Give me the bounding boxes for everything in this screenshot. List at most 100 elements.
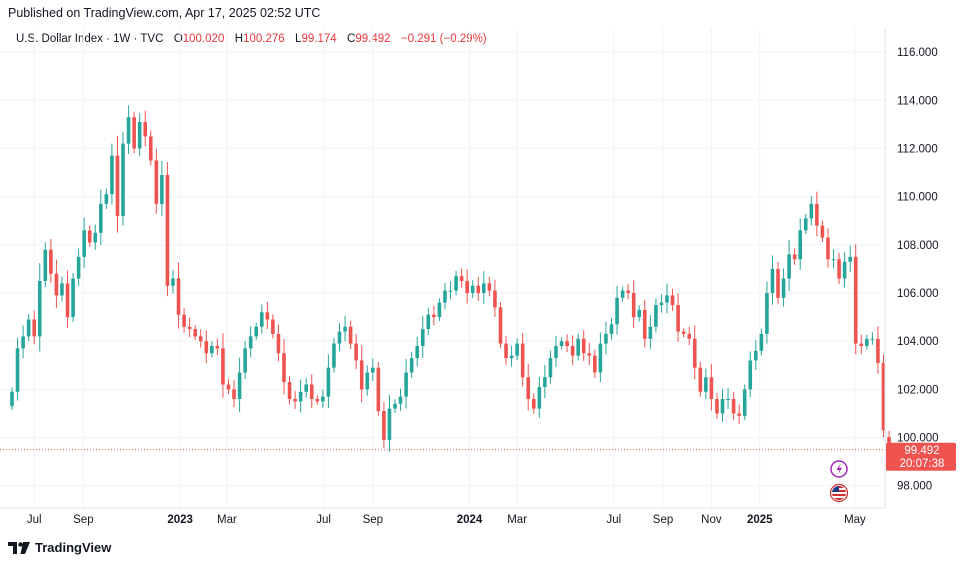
candle-body-down: [826, 237, 830, 260]
candle-body-down: [143, 121, 148, 137]
candle-body-down: [215, 346, 220, 349]
candle: [259, 304, 264, 334]
candle: [60, 276, 64, 302]
candle: [387, 395, 392, 452]
candle-body-up: [615, 297, 619, 325]
candle: [559, 337, 564, 350]
event-markers[interactable]: [829, 460, 849, 503]
candle-body-down: [154, 160, 159, 204]
candle: [709, 364, 714, 411]
candle: [226, 379, 231, 395]
candle: [631, 280, 636, 329]
candle: [648, 314, 653, 350]
candle: [715, 392, 719, 419]
candle-body-up: [831, 259, 836, 261]
candle: [82, 217, 86, 269]
candle-body-down: [148, 136, 153, 161]
candle: [43, 242, 48, 288]
dividend-event-icon[interactable]: [830, 460, 848, 478]
last-price-label: 99.492: [904, 445, 939, 457]
candle: [853, 244, 858, 355]
tradingview-logo-icon: [8, 541, 30, 554]
candle-body-up: [60, 283, 64, 296]
candle-body-down: [504, 343, 508, 359]
candle-body-up: [870, 338, 875, 340]
candle: [404, 359, 408, 409]
candle-body-up: [332, 343, 336, 368]
candle: [609, 317, 614, 340]
candle-body-up: [770, 268, 775, 293]
candle: [692, 325, 697, 380]
candle-body-up: [337, 331, 342, 344]
candle: [176, 262, 181, 329]
candle: [698, 361, 703, 397]
candle: [15, 338, 20, 401]
candle: [432, 305, 436, 326]
price-axis[interactable]: 116.000 114.000 112.000 110.000 108.000 106.0…: [897, 47, 939, 493]
candle: [393, 399, 397, 413]
candle: [315, 395, 320, 405]
candle-body-up: [254, 326, 259, 337]
candle-body-up: [371, 367, 375, 373]
candle: [759, 328, 764, 356]
published-caption: Published on TradingView.com, Apr 17, 20…: [8, 6, 321, 20]
candle: [487, 277, 492, 297]
candle: [876, 326, 880, 374]
candle-body-up: [171, 278, 175, 286]
candle: [37, 263, 42, 352]
candle-body-up: [454, 276, 458, 291]
candle: [637, 305, 642, 322]
candle-body-up: [99, 203, 103, 233]
candle-body-down: [132, 117, 136, 149]
candle-body-down: [309, 384, 314, 399]
last-price-box: [886, 442, 956, 471]
candle: [737, 404, 741, 425]
tradingview-brand[interactable]: TradingView: [8, 540, 111, 555]
candle-body-up: [720, 399, 725, 414]
candle-body-up: [43, 249, 48, 281]
candle-body-up: [437, 302, 442, 318]
candle-body-up: [754, 350, 758, 361]
candle: [615, 285, 619, 335]
candle: [160, 160, 164, 217]
open-label: O: [173, 33, 183, 45]
candle: [565, 334, 569, 353]
us-flag-economic-event-icon[interactable]: [829, 483, 849, 503]
grid-lines: [0, 28, 885, 508]
high-value: 100.276: [243, 33, 285, 45]
candle: [343, 315, 347, 342]
candle: [498, 302, 503, 349]
candle-body-up: [259, 312, 264, 327]
candle-body-up: [15, 348, 20, 392]
candle: [520, 332, 525, 387]
candle-body-up: [765, 293, 769, 334]
candle-body-up: [448, 290, 453, 292]
candle-body-up: [470, 285, 475, 293]
candle: [332, 337, 336, 373]
candle: [32, 310, 37, 345]
candle-body-up: [415, 346, 420, 359]
candle: [287, 375, 292, 405]
change-value: −0.291 (−0.29%): [400, 33, 487, 45]
candle-body-up: [648, 326, 653, 339]
symbol-title[interactable]: U.S. Dollar Index · 1W · TVC: [16, 33, 164, 45]
candle-body-up: [393, 403, 397, 409]
candle-body-down: [881, 362, 886, 431]
candle-body-up: [426, 314, 431, 330]
candle-body-down: [570, 346, 575, 356]
candle-body-down: [493, 290, 497, 308]
candle: [248, 326, 253, 358]
time-tick-label: Sep: [363, 514, 383, 526]
time-axis[interactable]: Jul Sep 2023 Mar Jul Sep 2024 Mar Jul Sep Nov 2025 M…: [27, 514, 866, 526]
candle-body-down: [520, 343, 525, 378]
candle: [581, 330, 586, 361]
candle-body-down: [498, 307, 503, 344]
time-tick-label: Jul: [316, 514, 331, 526]
candle: [265, 301, 270, 329]
candle: [348, 320, 353, 350]
candle: [437, 298, 442, 321]
candle: [493, 279, 497, 317]
candle-body-down: [709, 377, 714, 399]
candle: [243, 340, 247, 380]
